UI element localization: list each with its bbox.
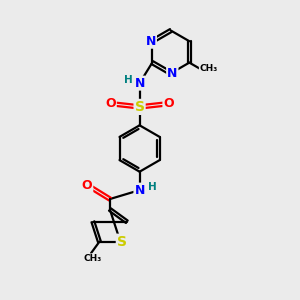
Text: N: N bbox=[134, 184, 145, 196]
Text: H: H bbox=[124, 75, 133, 85]
Text: S: S bbox=[117, 235, 127, 249]
Text: N: N bbox=[146, 35, 156, 48]
Text: CH₃: CH₃ bbox=[200, 64, 218, 73]
Text: S: S bbox=[135, 100, 145, 114]
Text: O: O bbox=[82, 179, 92, 192]
Text: N: N bbox=[167, 67, 178, 80]
Text: H: H bbox=[148, 182, 157, 192]
Text: N: N bbox=[134, 76, 145, 90]
Text: CH₃: CH₃ bbox=[83, 254, 102, 263]
Text: O: O bbox=[105, 98, 116, 110]
Text: O: O bbox=[164, 98, 174, 110]
